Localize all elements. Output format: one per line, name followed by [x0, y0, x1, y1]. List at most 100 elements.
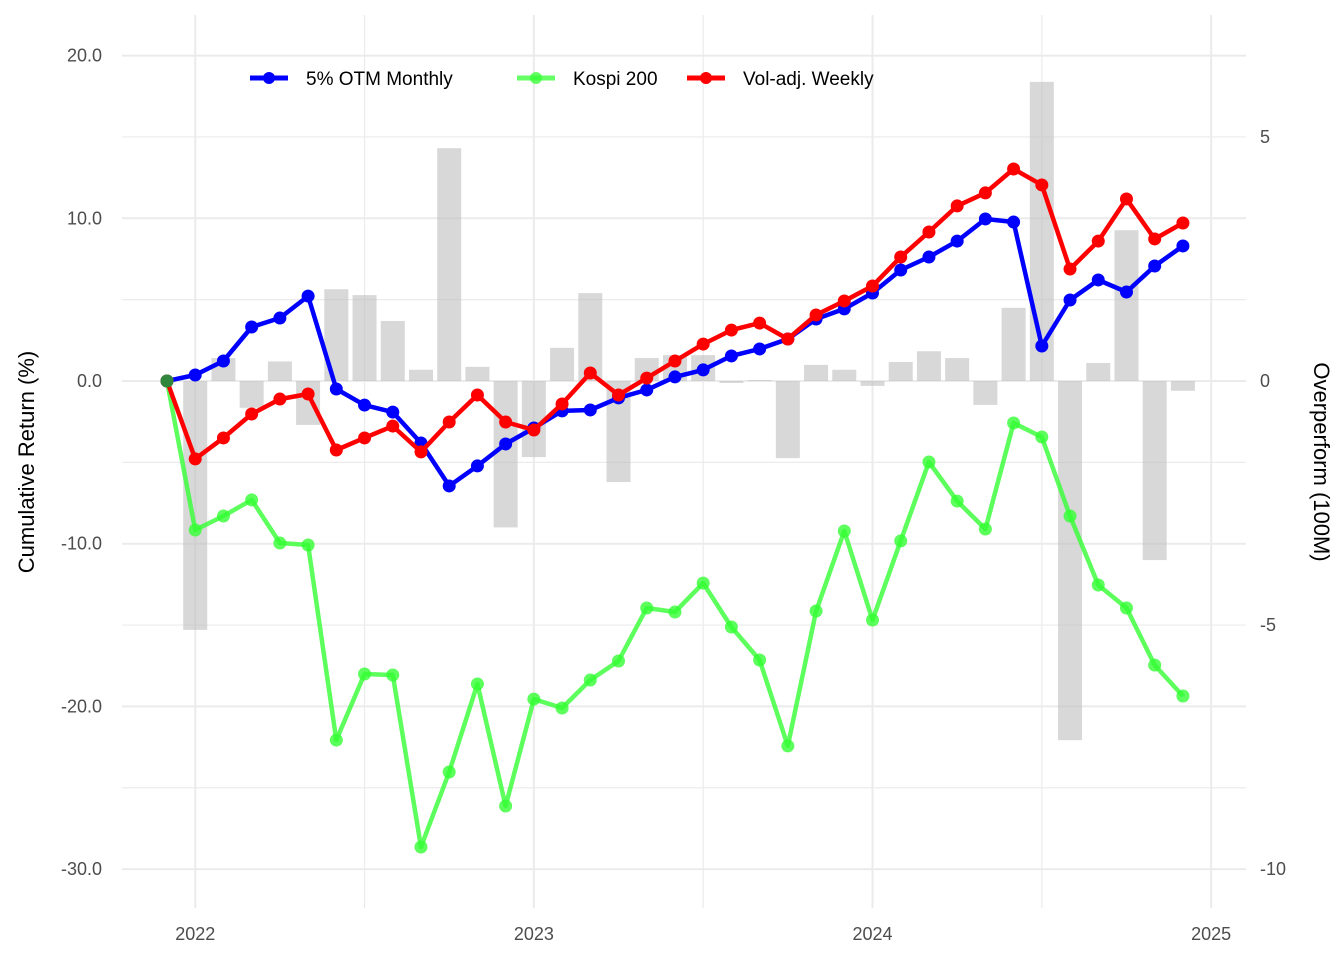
- data-point: [1063, 293, 1077, 307]
- overperform-bar: [1170, 381, 1195, 391]
- data-point: [1063, 509, 1077, 523]
- data-point: [696, 363, 710, 377]
- data-point: [414, 840, 428, 854]
- x-tick-label: 2024: [852, 924, 892, 944]
- data-point: [1007, 215, 1021, 229]
- data-point: [358, 398, 372, 412]
- y2-tick-label: 5: [1260, 127, 1270, 147]
- overperform-bar: [973, 381, 998, 405]
- data-point: [1007, 162, 1021, 176]
- series-lines: [160, 162, 1190, 854]
- overperform-bar: [183, 381, 208, 630]
- y2-tick-label: 0: [1260, 371, 1270, 391]
- data-point: [753, 653, 767, 667]
- overperform-bar: [1086, 362, 1111, 381]
- overperform-bars: [183, 81, 1195, 741]
- data-point: [950, 494, 964, 508]
- data-point: [1119, 192, 1133, 206]
- data-point: [724, 620, 738, 634]
- x-tick-label: 2025: [1191, 924, 1231, 944]
- data-point: [583, 673, 597, 687]
- overperform-bar: [719, 381, 744, 383]
- y-tick-label: -20.0: [61, 696, 102, 716]
- overperform-bar: [437, 148, 462, 381]
- y-axis-left-title: Cumulative Return (%): [14, 351, 39, 574]
- data-point: [978, 522, 992, 536]
- legend-label: Vol-adj. Weekly: [743, 69, 874, 90]
- data-point: [470, 388, 484, 402]
- data-point: [724, 349, 738, 363]
- data-point: [640, 383, 654, 397]
- data-point: [781, 332, 795, 346]
- data-point: [724, 323, 738, 337]
- overperform-bar: [578, 293, 603, 381]
- data-point: [1091, 273, 1105, 287]
- data-point: [216, 431, 230, 445]
- data-point: [1035, 339, 1049, 353]
- overperform-bar: [465, 366, 490, 381]
- overperform-bar: [832, 369, 857, 381]
- y-tick-label: -30.0: [61, 859, 102, 879]
- overperform-bar: [747, 380, 772, 382]
- data-point: [668, 370, 682, 384]
- data-point: [696, 576, 710, 590]
- data-point: [329, 382, 343, 396]
- data-point: [245, 407, 259, 421]
- data-point: [583, 403, 597, 417]
- legend-item: Vol-adj. Weekly: [687, 69, 874, 90]
- overperform-bar: [1058, 381, 1083, 741]
- data-point: [640, 371, 654, 385]
- overperform-bar: [1001, 307, 1026, 381]
- data-point: [470, 459, 484, 473]
- legend-item: Kospi 200: [517, 69, 658, 90]
- data-point: [499, 437, 513, 451]
- data-point: [216, 354, 230, 368]
- series-vol-adj-weekly: [160, 162, 1190, 466]
- data-point: [640, 601, 654, 615]
- data-point: [386, 405, 400, 419]
- y-axis-left-ticks: 20.0 10.0 0.0 -10.0 -20.0 -30.0: [61, 46, 102, 879]
- data-point: [358, 667, 372, 681]
- overperform-bar: [916, 351, 941, 381]
- data-point: [188, 523, 202, 537]
- overperform-bar: [945, 358, 970, 381]
- data-point: [781, 739, 795, 753]
- data-point: [188, 452, 202, 466]
- data-point: [696, 337, 710, 351]
- data-point: [301, 538, 315, 552]
- data-point: [1007, 416, 1021, 430]
- overperform-bar: [1142, 381, 1167, 561]
- legend-swatch-point: [263, 72, 275, 84]
- data-point: [866, 279, 879, 293]
- data-point: [386, 668, 400, 682]
- data-point: [837, 294, 851, 308]
- data-point: [1035, 178, 1049, 192]
- data-point: [1148, 658, 1162, 672]
- overperform-bar: [352, 295, 377, 381]
- data-point-origin: [160, 374, 174, 388]
- data-point: [442, 479, 456, 493]
- data-point: [499, 415, 513, 429]
- overperform-bar: [493, 381, 518, 528]
- data-point: [950, 234, 964, 248]
- data-point: [1035, 430, 1049, 444]
- x-tick-label: 2022: [175, 924, 215, 944]
- data-point: [1176, 689, 1190, 703]
- data-point: [866, 613, 879, 627]
- data-point: [527, 423, 541, 437]
- y2-tick-label: -10: [1260, 859, 1286, 879]
- data-point: [668, 354, 682, 368]
- overperform-bar: [521, 381, 546, 458]
- legend-label: Kospi 200: [573, 69, 658, 90]
- data-point: [301, 387, 315, 401]
- y-axis-right-title: Overperform (100M): [1309, 362, 1334, 561]
- data-point: [894, 534, 908, 548]
- data-point: [753, 316, 767, 330]
- y-tick-label: -10.0: [61, 534, 102, 554]
- data-point: [499, 799, 513, 813]
- data-point: [753, 342, 767, 356]
- data-point: [273, 536, 287, 550]
- y-tick-label: 20.0: [67, 46, 102, 66]
